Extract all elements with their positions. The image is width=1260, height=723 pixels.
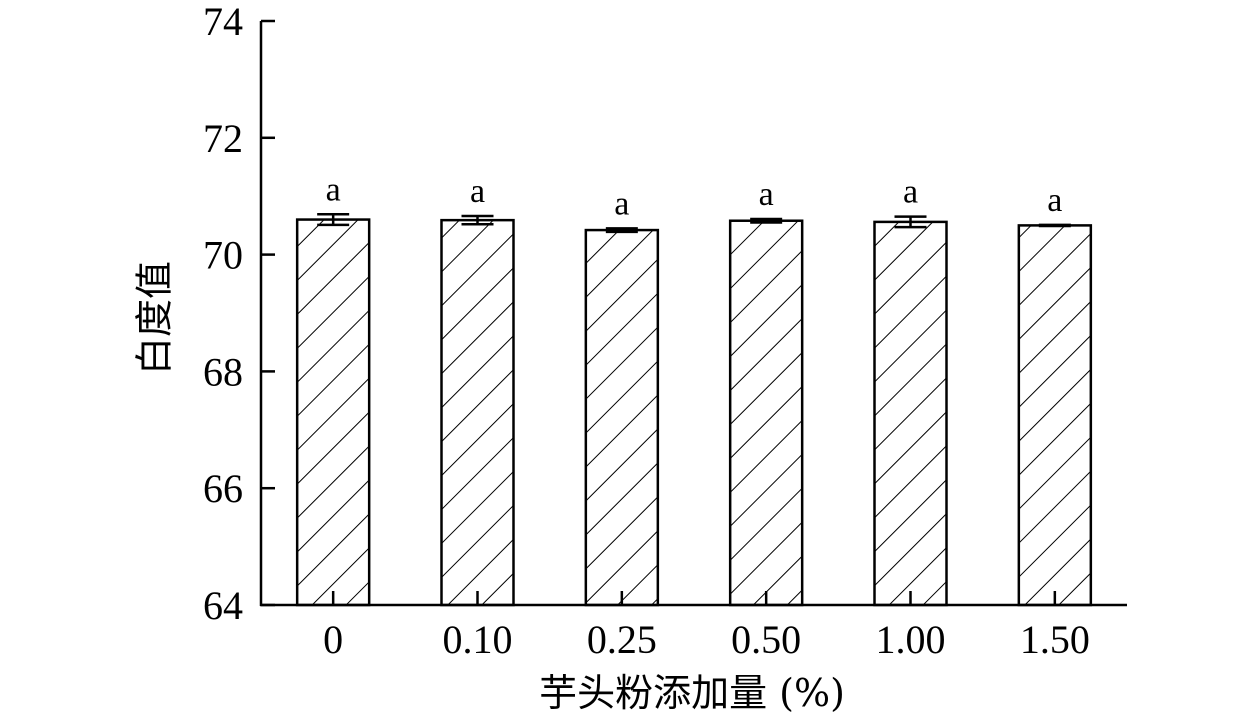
significance-label: a — [614, 185, 629, 222]
axes-layer — [259, 21, 1127, 607]
x-tick-label: 0.50 — [731, 617, 801, 662]
bar — [1017, 224, 1093, 607]
bar — [440, 218, 515, 607]
y-axis-title: 白度值 — [133, 261, 177, 375]
y-tick-label: 72 — [203, 116, 243, 161]
y-tick-label: 66 — [203, 466, 243, 511]
y-tick-label: 70 — [203, 233, 243, 278]
x-ticks: 0 0.10 0.25 0.50 1.00 1.50 — [323, 591, 1090, 662]
y-tick-label: 64 — [203, 583, 243, 628]
bar-group: a — [584, 185, 660, 607]
x-tick-label: 1.50 — [1020, 617, 1090, 662]
y-tick-label: 68 — [203, 349, 243, 394]
x-axis-title: 芋头粉添加量 (%) — [539, 671, 845, 715]
significance-label: a — [903, 174, 918, 211]
x-tick-label: 0 — [323, 617, 343, 662]
y-tick-label: 74 — [203, 0, 243, 44]
bar-group: a — [440, 173, 515, 607]
significance-label: a — [759, 176, 774, 213]
significance-label: a — [1047, 182, 1062, 219]
bar — [873, 220, 948, 607]
bar-group: a — [295, 171, 371, 607]
x-tick-label: 0.10 — [443, 617, 513, 662]
bar-group: a — [728, 176, 804, 607]
bar-group: a — [1017, 182, 1093, 607]
x-tick-label: 1.00 — [876, 617, 946, 662]
bar-group: a — [873, 174, 948, 607]
bar — [728, 219, 804, 607]
significance-label: a — [326, 171, 341, 208]
y-ticks: 64 66 68 70 72 74 — [203, 0, 275, 628]
x-tick-label: 0.25 — [587, 617, 657, 662]
bar — [584, 228, 660, 607]
bar — [295, 218, 371, 607]
significance-label: a — [470, 173, 485, 210]
